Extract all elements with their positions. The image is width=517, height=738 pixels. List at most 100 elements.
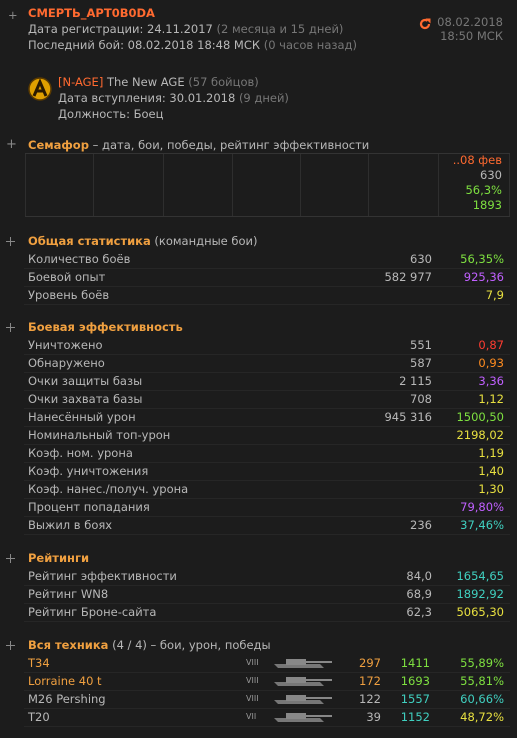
vehicle-damage: 1557 [400, 692, 430, 706]
grid-line [232, 154, 233, 216]
stat-rating: 2198,02 [456, 428, 504, 442]
vehicle-battles: 297 [359, 656, 381, 670]
section-title: Вся техника [28, 638, 109, 652]
vehicle-row: T20 VII 39 1152 48,72% [24, 708, 510, 727]
stat-value: 582 977 [384, 270, 432, 284]
vehicle-damage: 1411 [400, 656, 430, 670]
stat-row: Нанесённый урон 945 316 1500,50 [24, 408, 510, 427]
stat-rating: 37,46% [460, 518, 504, 532]
stat-row: Обнаружено 587 0,93 [24, 354, 510, 373]
date: 08.02.2018 [437, 15, 503, 29]
stat-value: 708 [410, 392, 432, 406]
grid-line [25, 154, 26, 216]
vehicle-battles: 122 [359, 692, 381, 706]
vehicle-wins: 55,81% [460, 674, 504, 688]
stat-row: Номинальный топ-урон 2198,02 [24, 426, 510, 445]
stat-row: Боевой опыт 582 977 925,36 [24, 268, 510, 287]
last-battle-ago: (0 часов назад) [263, 38, 357, 52]
stat-rating: 0,87 [478, 338, 504, 352]
semafor-grid: ..08 фев 630 56,3% 1893 [25, 153, 510, 217]
stat-row: Рейтинг WN8 68,9 1892,92 [24, 585, 510, 604]
plus: + [6, 137, 17, 152]
stat-label: Очки захвата базы [28, 392, 143, 406]
semafor-value: 56,3% [465, 183, 502, 197]
vehicles-description: – бои, урон, победы [150, 638, 271, 652]
plus [6, 232, 15, 251]
player-name: СМЕРТЬ_АРТ0В0DA [28, 6, 155, 20]
plus [6, 549, 15, 568]
stat-value: 551 [410, 338, 432, 352]
stat-row: Количество боёв 630 56,35% [24, 250, 510, 269]
stat-row: Коэф. ном. урона 1,19 [24, 444, 510, 463]
plus [6, 318, 15, 337]
clan-name: The New AGE [106, 75, 185, 89]
stat-label: Номинальный топ-урон [28, 428, 171, 442]
plus-icon [6, 323, 15, 332]
stat-rating: 5065,30 [456, 605, 504, 619]
stat-row: Уничтожено 551 0,87 [24, 336, 510, 355]
stat-value: 236 [410, 518, 432, 532]
stat-row: Процент попадания 79,80% [24, 498, 510, 517]
refresh-icon[interactable] [418, 17, 432, 31]
stat-label: Боевой опыт [28, 270, 106, 284]
grid-line [509, 154, 510, 216]
stat-label: Рейтинг WN8 [28, 587, 109, 601]
grid-line [300, 154, 301, 216]
vehicle-damage: 1152 [400, 710, 430, 724]
stat-rating: 1,40 [478, 464, 504, 478]
vehicle-row: M26 Pershing VIII 122 1557 60,66% [24, 690, 510, 709]
vehicle-tier: VIII [246, 694, 259, 703]
stat-label: Нанесённый урон [28, 410, 136, 424]
stat-label: Уровень боёв [28, 288, 110, 302]
stat-label: Выжил в боях [28, 518, 113, 532]
vehicle-row: Lorraine 40 t VIII 172 1693 55,81% [24, 672, 510, 691]
registered-ago: (2 месяца и 15 дней) [216, 22, 344, 36]
stat-row: Рейтинг Броне-сайта 62,3 5065,30 [24, 603, 510, 622]
registered: Дата регистрации: 24.11.2017 [28, 22, 213, 36]
stat-label: Коэф. ном. урона [28, 446, 133, 460]
tank-icon [274, 695, 332, 704]
section-title: Общая статистика [28, 234, 151, 248]
joined-ago: (9 дней) [238, 91, 289, 105]
grid-line [438, 154, 439, 216]
time: 18:50 МСК [440, 29, 503, 43]
vehicle-count: (4 / 4) [112, 638, 147, 652]
position: Должность: Боец [58, 107, 164, 121]
stat-label: Обнаружено [28, 356, 105, 370]
stat-rating: 1,12 [478, 392, 504, 406]
vehicle-tier: VII [246, 712, 257, 721]
vehicle-wins: 48,72% [460, 710, 504, 724]
vehicle-wins: 60,66% [460, 692, 504, 706]
plus [6, 636, 15, 655]
stat-rating: 56,35% [460, 252, 504, 266]
joined: Дата вступления: 30.01.2018 [58, 91, 236, 105]
stat-label: Коэф. нанес./получ. урона [28, 482, 189, 496]
stat-row: Рейтинг эффективности 84,0 1654,65 [24, 567, 510, 586]
tank-icon [274, 677, 332, 686]
vehicle-damage: 1693 [400, 674, 430, 688]
plus-icon [6, 237, 15, 246]
stat-label: Количество боёв [28, 252, 131, 266]
tank-icon [274, 659, 332, 668]
plus-icon [6, 554, 15, 563]
semafor-value: ..08 фев [452, 153, 502, 167]
stat-value: 630 [410, 252, 432, 266]
vehicle-name: T34 [28, 656, 50, 670]
stat-rating: 1,19 [478, 446, 504, 460]
stat-label: Уничтожено [28, 338, 103, 352]
vehicle-name: Lorraine 40 t [28, 674, 102, 688]
clan-emblem [28, 77, 52, 101]
grid-line [368, 154, 369, 216]
vehicle-battles: 172 [359, 674, 381, 688]
plus: + [8, 8, 18, 22]
semafor-description: – дата, бои, победы, рейтинг эффективнос… [92, 138, 370, 152]
vehicle-wins: 55,89% [460, 656, 504, 670]
stat-row: Выжил в боях 236 37,46% [24, 516, 510, 535]
stat-value: 945 316 [384, 410, 432, 424]
last-battle: Последний бой: 08.02.2018 18:48 МСК [28, 38, 261, 52]
stat-rating: 1892,92 [456, 587, 504, 601]
stat-rating: 0,93 [478, 356, 504, 370]
grid-line [163, 154, 164, 216]
semafor-value: 1893 [472, 198, 502, 212]
